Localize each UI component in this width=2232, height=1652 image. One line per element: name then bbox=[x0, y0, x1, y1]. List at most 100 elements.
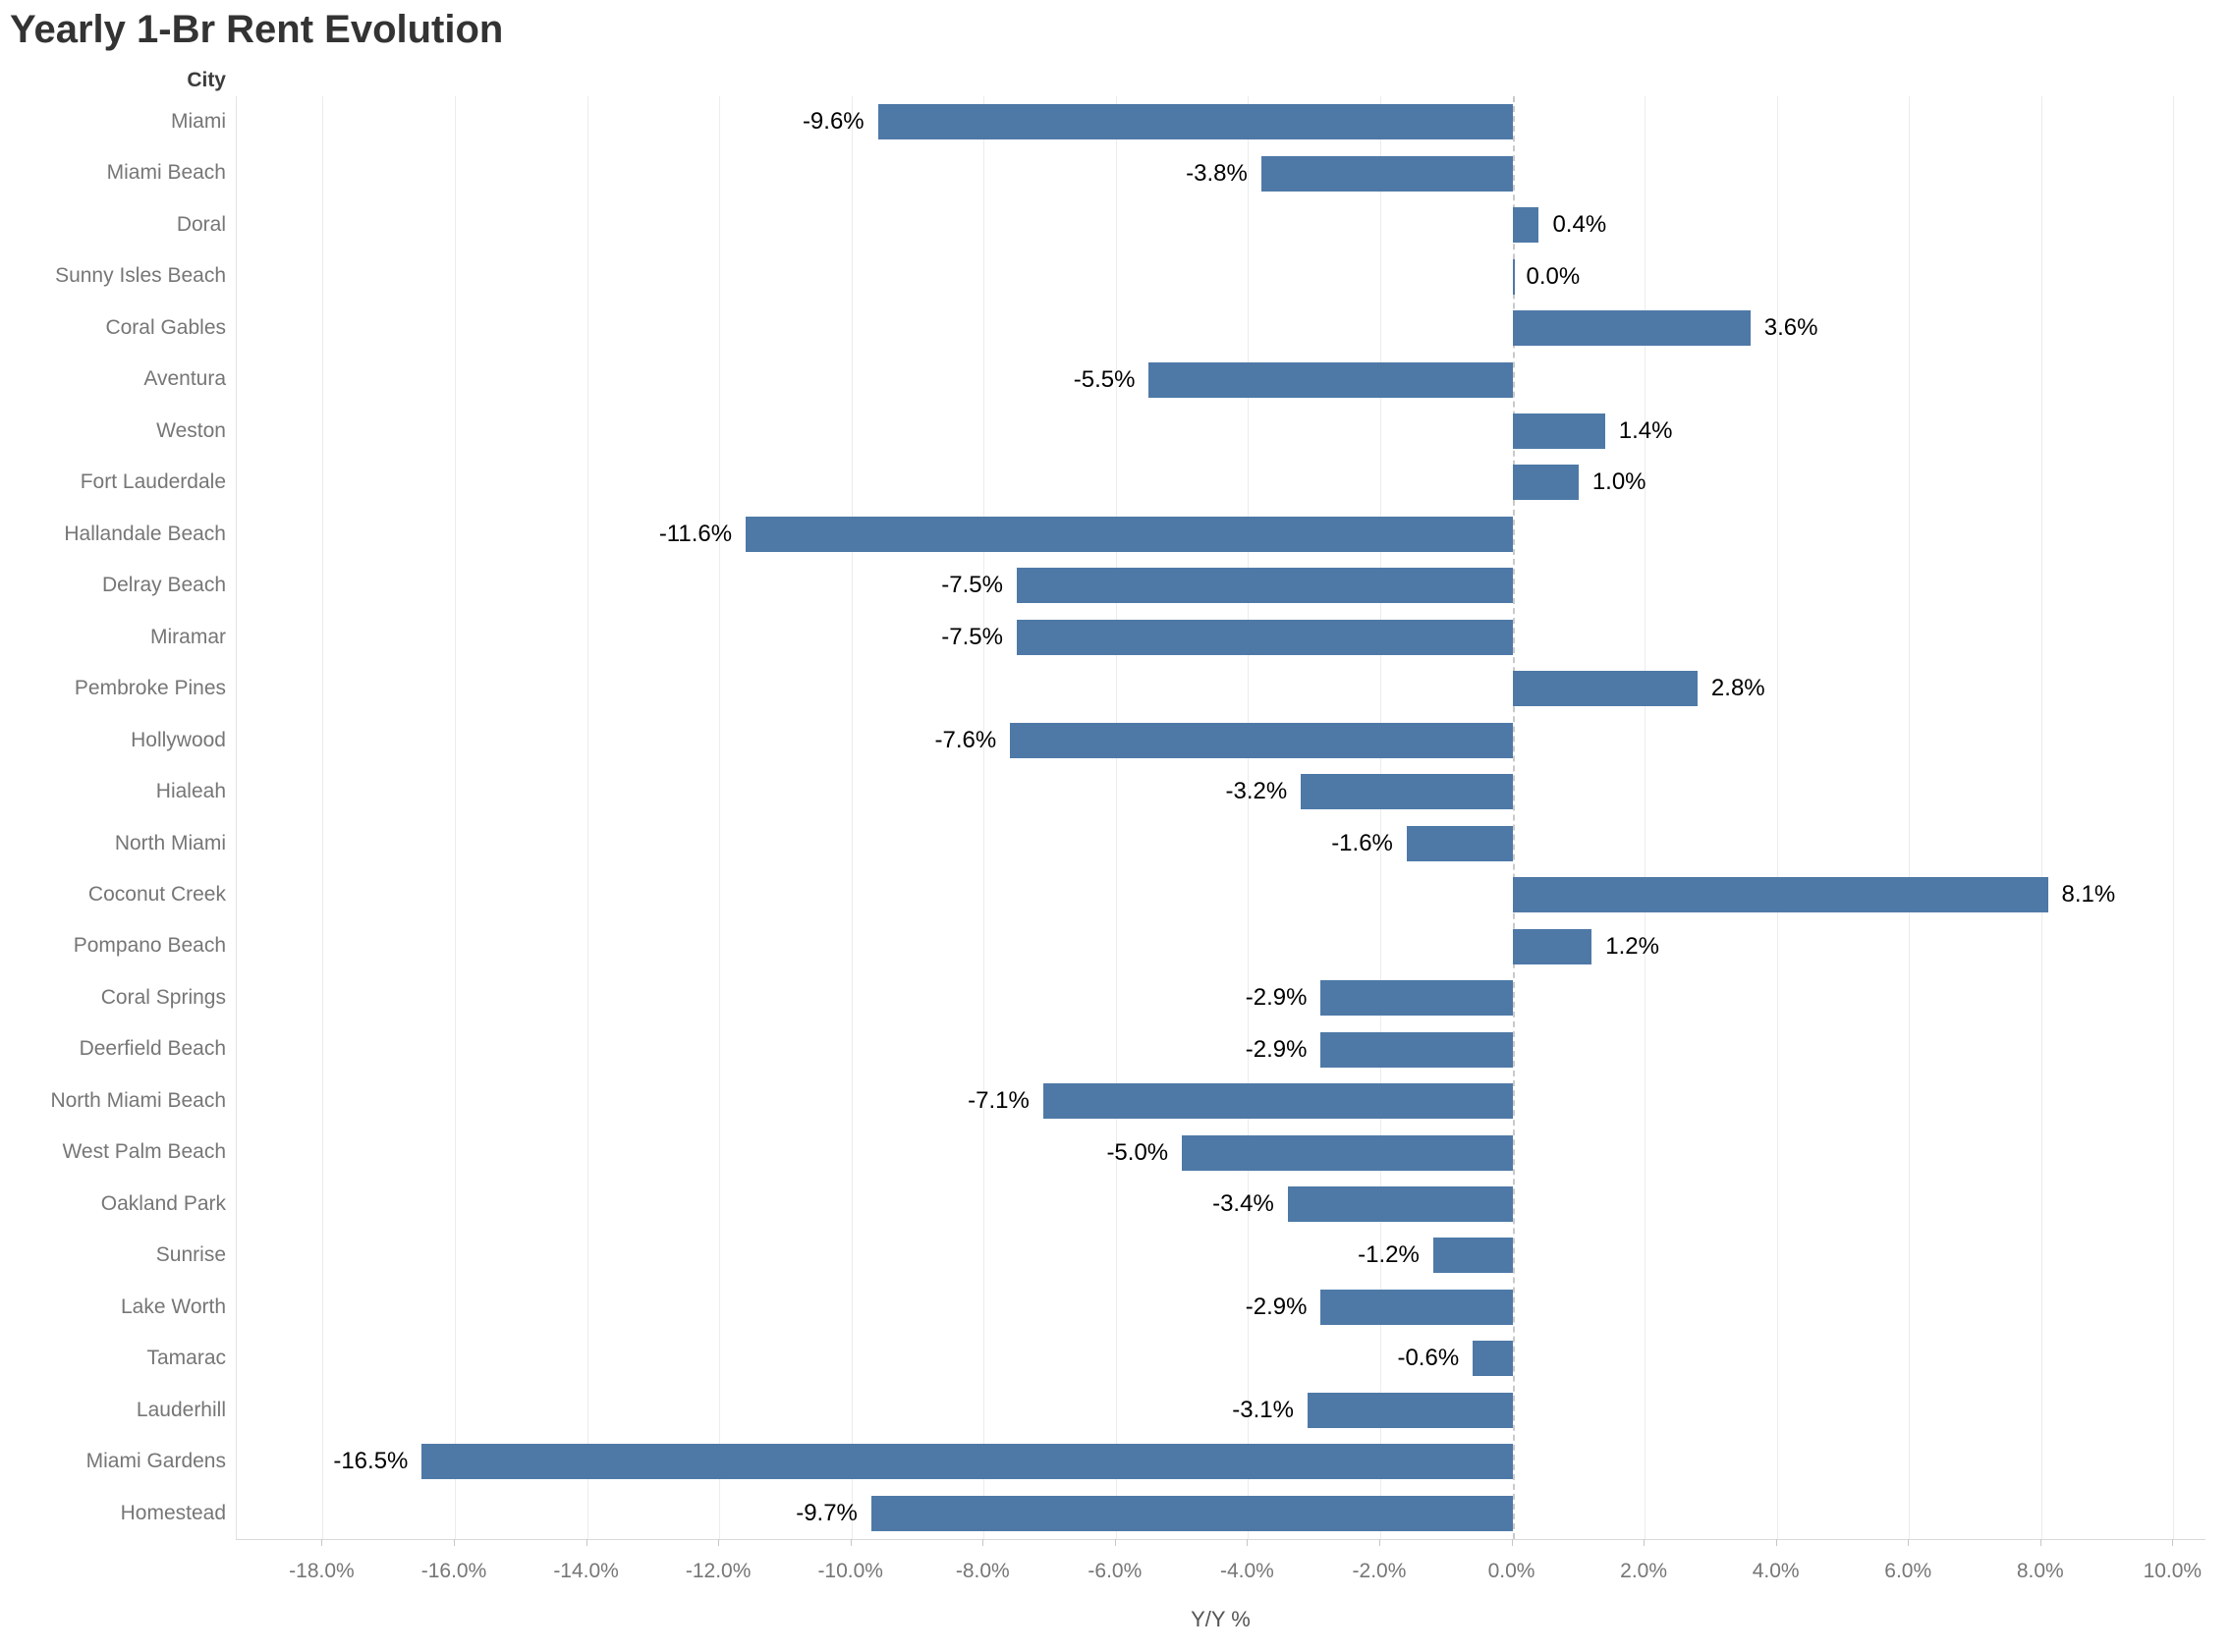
x-axis-tick-label: 4.0% bbox=[1752, 1560, 1800, 1582]
city-label: North Miami Beach bbox=[50, 1088, 226, 1112]
bar[interactable] bbox=[1512, 928, 1592, 964]
gridline bbox=[2040, 96, 2042, 1539]
x-axis-tick-label: -12.0% bbox=[685, 1560, 752, 1582]
x-axis-tick-label: -14.0% bbox=[553, 1560, 619, 1582]
x-axis-tick-label: -2.0% bbox=[1352, 1560, 1407, 1582]
x-axis-tick-mark bbox=[321, 1539, 323, 1546]
bar-value-label: -11.6% bbox=[658, 520, 733, 547]
bar-value-label: -3.8% bbox=[1186, 159, 1248, 187]
gridline bbox=[1379, 96, 1381, 1539]
x-axis-tick-label: -4.0% bbox=[1219, 1560, 1274, 1582]
bar-value-label: -2.9% bbox=[1245, 1035, 1308, 1063]
bar-value-label: -7.1% bbox=[968, 1087, 1030, 1115]
bar[interactable] bbox=[746, 516, 1513, 552]
city-label: Pompano Beach bbox=[73, 934, 226, 958]
bar[interactable] bbox=[1016, 619, 1513, 655]
x-axis-tick-label: -10.0% bbox=[817, 1560, 883, 1582]
gridline bbox=[1248, 96, 1250, 1539]
city-label: Miramar bbox=[150, 625, 226, 648]
plot-area: -9.6% -3.8% 0.4% 0.0% 3.6% -5.5% 1.4% 1.0% -11.6… bbox=[236, 96, 2206, 1539]
zero-baseline bbox=[1512, 96, 1515, 1539]
bar-value-label: -2.9% bbox=[1245, 984, 1308, 1012]
x-axis-tick-label: -8.0% bbox=[955, 1560, 1010, 1582]
bar-value-label: 1.4% bbox=[1618, 417, 1673, 445]
row-header-city: City bbox=[187, 69, 226, 91]
x-axis-tick-mark bbox=[1114, 1539, 1116, 1546]
x-axis-tick-label: 8.0% bbox=[2016, 1560, 2064, 1582]
bar[interactable] bbox=[421, 1444, 1513, 1480]
city-label: Deerfield Beach bbox=[79, 1037, 226, 1061]
gridline bbox=[322, 96, 324, 1539]
bar[interactable] bbox=[1512, 671, 1698, 707]
city-label: Lake Worth bbox=[121, 1294, 226, 1318]
x-axis-tick-mark bbox=[1644, 1539, 1646, 1546]
x-axis-tick-mark bbox=[454, 1539, 456, 1546]
bar[interactable] bbox=[1512, 310, 1751, 347]
bar-value-label: 1.0% bbox=[1591, 468, 1646, 496]
gridline bbox=[1115, 96, 1117, 1539]
bar[interactable] bbox=[1016, 568, 1513, 604]
gridline bbox=[983, 96, 985, 1539]
bar-value-label: -9.7% bbox=[796, 1499, 858, 1526]
bar[interactable] bbox=[1512, 258, 1515, 295]
bar[interactable] bbox=[1320, 1289, 1513, 1325]
x-axis-tick-mark bbox=[586, 1539, 587, 1546]
bar-value-label: -3.1% bbox=[1232, 1396, 1294, 1423]
bar-value-label: -7.6% bbox=[934, 726, 997, 753]
bar[interactable] bbox=[877, 104, 1513, 140]
city-label: Coral Springs bbox=[100, 985, 226, 1009]
bar[interactable] bbox=[1320, 980, 1513, 1017]
bar[interactable] bbox=[1512, 413, 1605, 450]
city-label: North Miami bbox=[114, 831, 226, 854]
city-label: Oakland Park bbox=[100, 1191, 226, 1215]
bar[interactable] bbox=[1042, 1083, 1513, 1120]
bar[interactable] bbox=[1512, 877, 2048, 913]
x-axis-tick-label: -16.0% bbox=[420, 1560, 487, 1582]
bar[interactable] bbox=[1512, 207, 1539, 244]
bar-value-label: -5.0% bbox=[1106, 1138, 1169, 1166]
x-axis-tick-label: -6.0% bbox=[1088, 1560, 1143, 1582]
chart-title: Yearly 1-Br Rent Evolution bbox=[10, 8, 504, 51]
bar[interactable] bbox=[1148, 361, 1513, 398]
gridline bbox=[719, 96, 721, 1539]
city-label: Hialeah bbox=[155, 780, 226, 803]
x-axis-tick-label: 0.0% bbox=[1487, 1560, 1535, 1582]
bar-value-label: -3.2% bbox=[1225, 778, 1288, 805]
bar[interactable] bbox=[1320, 1031, 1513, 1068]
city-label: Weston bbox=[156, 418, 226, 442]
bar-value-label: -5.5% bbox=[1073, 365, 1136, 393]
city-label: Sunrise bbox=[155, 1243, 226, 1267]
city-label: Fort Lauderdale bbox=[80, 470, 226, 494]
bar-value-label: -1.2% bbox=[1358, 1241, 1420, 1269]
city-label: Aventura bbox=[143, 367, 226, 391]
x-axis-tick-label: -18.0% bbox=[289, 1560, 355, 1582]
x-axis-tick-mark bbox=[1511, 1539, 1513, 1546]
bar[interactable] bbox=[1182, 1134, 1513, 1171]
bar[interactable] bbox=[1307, 1392, 1513, 1428]
gridline bbox=[455, 96, 457, 1539]
bar[interactable] bbox=[1473, 1341, 1513, 1377]
bar[interactable] bbox=[1301, 774, 1513, 810]
gridline bbox=[851, 96, 853, 1539]
bar[interactable] bbox=[1010, 722, 1513, 758]
bar[interactable] bbox=[1406, 825, 1513, 861]
gridline bbox=[2173, 96, 2175, 1539]
city-label: Hallandale Beach bbox=[64, 522, 226, 545]
bar[interactable] bbox=[1287, 1185, 1513, 1222]
gridline bbox=[1645, 96, 1646, 1539]
city-label: Coconut Creek bbox=[87, 882, 226, 906]
bar[interactable] bbox=[870, 1495, 1513, 1531]
city-label: Miami bbox=[171, 110, 226, 133]
city-label: Miami Beach bbox=[106, 161, 226, 185]
x-axis-tick-label: 2.0% bbox=[1620, 1560, 1668, 1582]
bar[interactable] bbox=[1260, 155, 1513, 192]
city-label-column: Miami Miami Beach Doral Sunny Isles Beach Co… bbox=[0, 96, 226, 1539]
x-axis-tick-mark bbox=[718, 1539, 720, 1546]
city-label: Tamarac bbox=[146, 1347, 226, 1370]
bar[interactable] bbox=[1432, 1238, 1513, 1274]
x-axis-tick-mark bbox=[2172, 1539, 2174, 1546]
bar[interactable] bbox=[1512, 465, 1579, 501]
x-axis-tick-mark bbox=[1378, 1539, 1380, 1546]
x-axis-tick-mark bbox=[850, 1539, 852, 1546]
x-axis-tick-mark bbox=[982, 1539, 984, 1546]
